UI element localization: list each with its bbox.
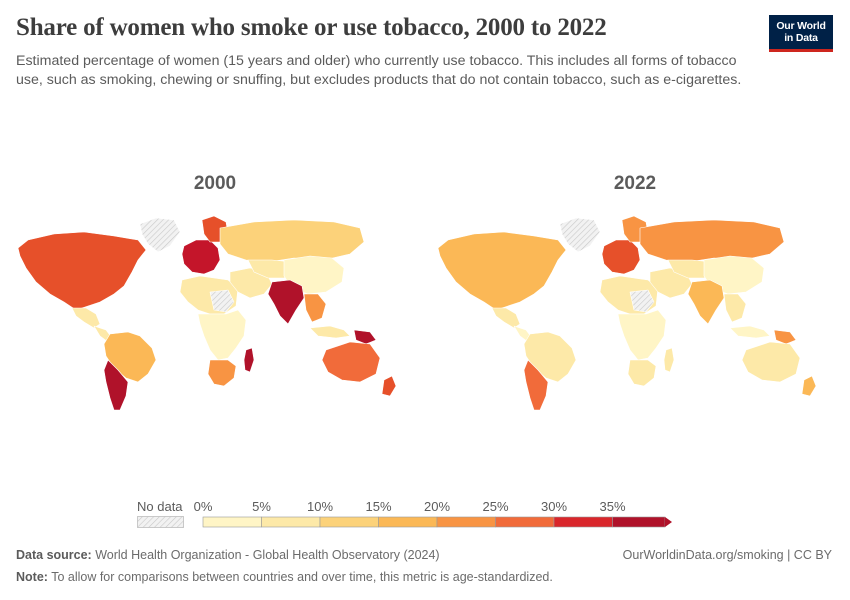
legend-tick-label: 15%: [365, 499, 392, 514]
region-madagascar[interactable]: [663, 347, 675, 373]
data-source-label: Data source:: [16, 548, 92, 562]
region-north-america[interactable]: [437, 231, 567, 311]
region-sub-saharan[interactable]: [617, 309, 667, 361]
region-australia[interactable]: [321, 341, 381, 383]
region-greenland[interactable]: [139, 217, 181, 253]
legend-tick-label: 35%: [599, 499, 626, 514]
region-southern-africa[interactable]: [627, 359, 657, 387]
region-sub-saharan[interactable]: [197, 309, 247, 361]
region-north-america[interactable]: [17, 231, 147, 311]
source-link[interactable]: OurWorldinData.org/smoking | CC BY: [622, 548, 832, 562]
region-chile-argentina[interactable]: [103, 359, 129, 411]
legend-tick-label: 0%: [193, 499, 213, 514]
map-year-label-2000: 2000: [193, 173, 237, 194]
legend-bin[interactable]: [319, 516, 379, 528]
region-southern-africa[interactable]: [207, 359, 237, 387]
region-southeast-asia[interactable]: [303, 293, 327, 323]
data-source-text[interactable]: World Health Organization - Global Healt…: [95, 548, 440, 562]
logo-line-2: in Data: [784, 32, 818, 44]
footnote: Note: To allow for comparisons between c…: [16, 570, 553, 584]
note-text: To allow for comparisons between countri…: [51, 570, 553, 584]
legend-tick-label: 20%: [423, 499, 451, 514]
world-map-2022[interactable]: [434, 210, 834, 420]
legend-bin[interactable]: [261, 516, 321, 528]
legend-nodata-label: No data: [137, 499, 183, 514]
note-label: Note:: [16, 570, 48, 584]
legend-nodata-swatch: [137, 516, 184, 528]
region-papua[interactable]: [353, 329, 377, 345]
region-greenland[interactable]: [559, 217, 601, 253]
region-russia[interactable]: [219, 219, 365, 263]
region-europe-west[interactable]: [601, 239, 641, 275]
legend-color-bar: [202, 516, 672, 528]
region-india[interactable]: [267, 279, 305, 325]
chart-subtitle: Estimated percentage of women (15 years …: [16, 53, 742, 88]
region-india[interactable]: [687, 279, 725, 325]
owid-logo[interactable]: Our World in Data: [769, 15, 833, 52]
legend-bin[interactable]: [612, 516, 666, 528]
legend-bin[interactable]: [436, 516, 496, 528]
region-indonesia[interactable]: [729, 325, 771, 339]
chart-title: Share of women who smoke or use tobacco,…: [16, 14, 607, 41]
region-mexico[interactable]: [71, 307, 101, 329]
region-southeast-asia[interactable]: [723, 293, 747, 323]
region-sahara[interactable]: [629, 289, 655, 313]
region-europe-west[interactable]: [181, 239, 221, 275]
region-madagascar[interactable]: [243, 347, 255, 373]
legend-tick-label: 10%: [306, 499, 334, 514]
legend-bin[interactable]: [202, 516, 262, 528]
data-source: Data source: World Health Organization -…: [16, 548, 440, 562]
region-papua[interactable]: [773, 329, 797, 345]
legend-bin[interactable]: [495, 516, 555, 528]
world-map-2000[interactable]: [14, 210, 414, 420]
legend-bin[interactable]: [553, 516, 613, 528]
legend-arrow: [665, 517, 672, 527]
region-australia[interactable]: [741, 341, 801, 383]
legend-tick-label: 30%: [540, 499, 568, 514]
region-sahara[interactable]: [209, 289, 235, 313]
legend-tick-label: 25%: [482, 499, 509, 514]
legend-tick-label: 5%: [252, 499, 271, 514]
region-new-zealand[interactable]: [381, 375, 397, 397]
map-year-label-2022: 2022: [613, 173, 657, 194]
legend-bin[interactable]: [378, 516, 438, 528]
region-russia[interactable]: [639, 219, 785, 263]
region-new-zealand[interactable]: [801, 375, 817, 397]
region-indonesia[interactable]: [309, 325, 351, 339]
region-mexico[interactable]: [491, 307, 521, 329]
region-chile-argentina[interactable]: [523, 359, 549, 411]
logo-line-1: Our World: [776, 20, 826, 32]
